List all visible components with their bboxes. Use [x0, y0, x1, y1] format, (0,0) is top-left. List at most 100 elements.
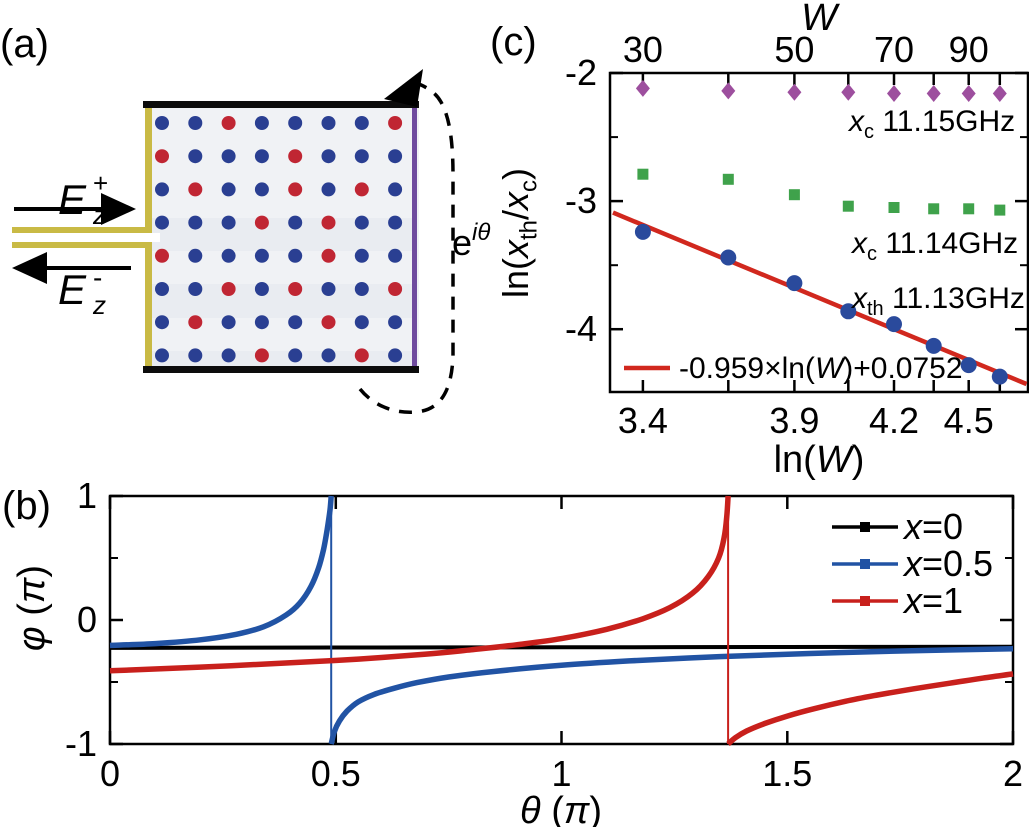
lattice-site-blue [288, 248, 303, 263]
square-marker [722, 173, 734, 185]
lattice-site-red [254, 348, 269, 363]
lattice-site-blue [288, 116, 303, 130]
lattice-site-blue [354, 116, 369, 130]
lattice-site-red [321, 215, 336, 230]
x-tick-label: 1.5 [762, 753, 812, 794]
lattice-site-blue [321, 182, 336, 197]
lattice-site-blue [188, 282, 203, 296]
y-tick-label: -2 [565, 52, 597, 93]
bottom-boundary-bar [143, 366, 419, 373]
lattice-site-blue [221, 315, 236, 330]
circle-marker [886, 316, 902, 333]
input-field-subscript: z [92, 200, 106, 230]
lattice-site-blue [155, 348, 169, 363]
panel-c-scatter-plot: 30 50 70 90 3.4 3.9 4.2 4.5 Wln(W) -2 -3 -4 ln(xth/x… [495, 0, 1029, 481]
lattice-site-blue [188, 149, 203, 164]
lattice-site-blue [388, 248, 403, 263]
lattice-site-blue [354, 248, 369, 263]
lattice-site-red [155, 149, 169, 164]
y-tick-label: 0 [77, 599, 97, 640]
lattice-site-blue [288, 348, 303, 363]
y-tick-label: -1 [65, 723, 97, 764]
lattice-site-blue [288, 315, 303, 330]
top-tick-label: 50 [774, 29, 814, 70]
diamond-marker [841, 83, 856, 101]
panel-a-label: (a) [0, 22, 49, 66]
feedback-loop-dashed [358, 82, 455, 414]
lattice-site-red [254, 215, 269, 230]
legend-marker [860, 522, 870, 532]
x-axis-title: θ (π) [520, 790, 602, 827]
lattice-site-blue [221, 149, 236, 164]
lattice-site-blue [155, 282, 169, 296]
lattice-site-blue [221, 348, 236, 363]
diamond-marker [887, 85, 901, 102]
left-boundary-upper [145, 108, 152, 233]
lattice-site-red [288, 282, 303, 296]
input-field-label: E [58, 176, 87, 223]
lattice-site-blue [254, 149, 269, 164]
diamond-marker [721, 82, 736, 100]
diamond-marker [992, 85, 1007, 102]
lattice-site-blue [155, 315, 169, 330]
diamond-marker [961, 85, 976, 102]
circle-marker [991, 368, 1008, 385]
y-tick-label: -3 [565, 180, 597, 221]
lattice-site-red [321, 315, 336, 330]
lattice-site-blue [388, 149, 403, 164]
x-tick-label: 0 [100, 753, 120, 794]
lattice-site-red [288, 182, 303, 197]
lattice-site-blue [288, 215, 303, 230]
legend-label: x=0 [902, 506, 963, 547]
phase-curve [109, 495, 731, 674]
lattice-site-blue [188, 215, 203, 230]
circle-marker [634, 223, 651, 240]
lattice-site-blue [321, 282, 336, 296]
circle-marker [840, 303, 857, 320]
lattice-site-blue [354, 282, 369, 296]
plot-frame [108, 494, 1015, 746]
square-marker [888, 202, 900, 213]
left-boundary-lower [145, 242, 152, 366]
lattice-site-red [388, 282, 403, 296]
lattice-site-red [155, 248, 169, 263]
phase-curve [109, 495, 334, 649]
lattice-site-blue [188, 348, 203, 363]
y-tick-label: 1 [77, 475, 97, 516]
lattice-site-red [354, 182, 369, 197]
phase-factor-label: eiθ [452, 219, 490, 263]
lattice-site-blue [155, 215, 169, 230]
top-tick-label: 30 [623, 29, 663, 70]
y-tick-label: -4 [565, 308, 597, 349]
lattice-site-blue [188, 248, 203, 263]
x-tick-label: 0.5 [311, 753, 361, 794]
diamond-marker [926, 85, 941, 102]
legend-marker [860, 559, 870, 569]
lattice-site-blue [221, 248, 236, 263]
circle-marker [960, 357, 977, 374]
lattice-site-blue [388, 315, 403, 330]
circle-marker [786, 275, 803, 292]
legend-label: x=0.5 [902, 543, 993, 584]
lattice-site-blue [188, 116, 203, 130]
lattice-site-blue [254, 248, 269, 263]
lattice-site-red [354, 348, 369, 363]
lattice-site-blue [254, 282, 269, 296]
lattice-site-blue [321, 348, 336, 363]
waveguide-top-wall [12, 227, 152, 233]
bottom-tick-label: 3.4 [618, 400, 668, 441]
input-arrow-head [101, 193, 136, 225]
top-tick-label: 70 [874, 29, 914, 70]
y-axis-title: ln(xth/xc) [495, 168, 543, 298]
output-field-superscript: - [93, 262, 102, 293]
x-tick-label: 1 [551, 753, 571, 794]
lattice-site-blue [254, 315, 269, 330]
square-marker [842, 200, 854, 212]
lattice-site-red [388, 116, 403, 130]
output-field-subscript: z [92, 290, 106, 320]
x-axis-title: ln(W) [774, 439, 865, 481]
legend-marker [860, 596, 870, 606]
fit-legend-label: -0.959×ln(W)+0.0752 [679, 352, 963, 385]
